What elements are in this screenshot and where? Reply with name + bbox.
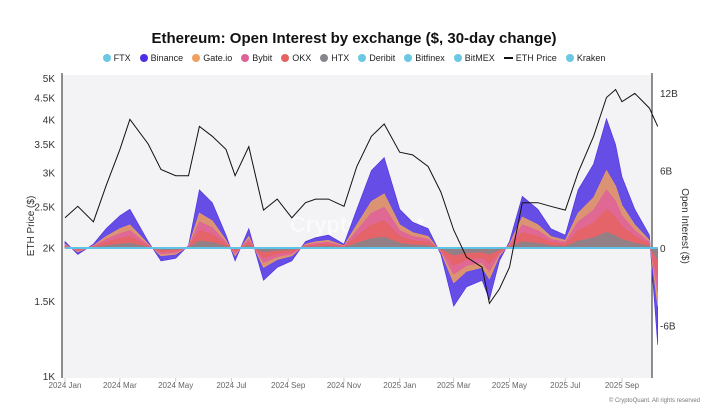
legend-item-bitmex[interactable]: BitMEX <box>453 53 495 63</box>
oi-area-htx <box>64 232 659 261</box>
legend-marker <box>192 54 201 62</box>
legend-item-htx[interactable]: HTX <box>320 53 349 63</box>
legend-item-okx[interactable]: OKX <box>281 53 311 63</box>
legend: FTX Binance Gate.io Bybit OKX HTX Deribit Bitfi… <box>0 53 708 63</box>
left-tick-label: 1.5K <box>34 297 55 308</box>
right-tick-label: 0 <box>660 244 666 255</box>
legend-label: Bybit <box>252 53 273 63</box>
legend-marker <box>503 57 513 59</box>
legend-marker <box>565 54 574 62</box>
chart-title: Ethereum: Open Interest by exchange ($, … <box>151 30 557 47</box>
legend-label: FTX <box>113 53 131 63</box>
left-tick-label: 2K <box>43 244 56 255</box>
legend-marker <box>241 54 250 62</box>
legend-label: Kraken <box>576 53 606 63</box>
right-tick-label: -6B <box>660 322 676 333</box>
left-tick-label: 4.5K <box>34 94 55 105</box>
left-tick-label: 1K <box>43 372 56 383</box>
legend-item-deribit[interactable]: Deribit <box>358 53 395 63</box>
legend-item-binance[interactable]: Binance <box>139 53 184 63</box>
legend-label: ETH Price <box>515 53 557 63</box>
x-tick-label: 2025 Mar <box>437 381 471 390</box>
legend-item-bitfinex[interactable]: Bitfinex <box>404 53 445 63</box>
left-axis-title: ETH Price ($) <box>26 196 37 257</box>
legend-item-ftx[interactable]: FTX <box>102 53 131 63</box>
legend-label: HTX <box>331 53 350 63</box>
eth-price-line <box>64 88 659 305</box>
x-tick-label: 2024 Mar <box>103 381 137 390</box>
right-tick-label: 12B <box>660 89 678 100</box>
x-tick-label: 2024 Jul <box>216 381 246 390</box>
right-tick-label: 6B <box>660 167 673 178</box>
legend-label: OKX <box>292 53 312 63</box>
x-tick-label: 2025 Sep <box>605 381 640 390</box>
legend-label: Bitfinex <box>415 53 445 63</box>
x-tick-label: 2024 Nov <box>327 381 361 390</box>
left-tick-label: 2.5K <box>34 202 55 213</box>
x-tick-label: 2024 Sep <box>271 381 306 390</box>
legend-marker <box>453 54 462 62</box>
legend-item-kraken[interactable]: Kraken <box>565 53 606 63</box>
left-tick-label: 3.5K <box>34 140 55 151</box>
legend-marker <box>320 54 329 62</box>
legend-item-eth-price[interactable]: ETH Price <box>503 53 557 63</box>
right-axis-title: Open Interest ($) <box>679 188 690 264</box>
left-tick-label: 4K <box>43 115 56 126</box>
x-tick-label: 2025 Jan <box>383 381 416 390</box>
legend-marker <box>281 54 290 62</box>
x-tick-label: 2025 Jul <box>550 381 580 390</box>
legend-label: Deribit <box>369 53 396 63</box>
legend-item-bybit[interactable]: Bybit <box>241 53 272 63</box>
legend-label: Gate.io <box>203 53 233 63</box>
legend-item-gate-io[interactable]: Gate.io <box>192 53 232 63</box>
legend-marker <box>358 54 367 62</box>
legend-marker <box>139 54 148 62</box>
legend-label: Binance <box>150 53 184 63</box>
legend-marker <box>102 54 111 62</box>
legend-marker <box>404 54 413 62</box>
x-tick-label: 2024 Jan <box>49 381 82 390</box>
x-tick-label: 2024 May <box>158 381 193 390</box>
legend-label: BitMEX <box>464 53 495 63</box>
left-tick-label: 3K <box>43 169 56 180</box>
copyright-footer: © CryptoQuant. All rights reserved <box>608 398 700 404</box>
left-tick-label: 5K <box>43 74 56 85</box>
x-tick-label: 2025 May <box>492 381 527 390</box>
